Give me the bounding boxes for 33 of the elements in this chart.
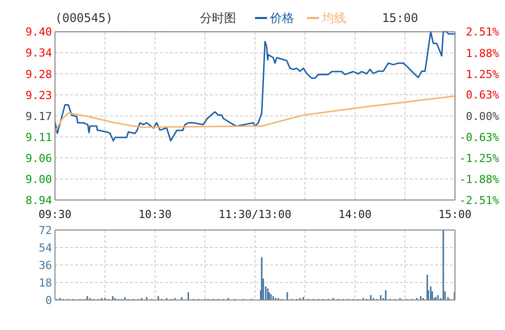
- y2-tick-label: 0.63%: [466, 88, 500, 102]
- y-tick-label: 72: [38, 224, 52, 237]
- x-tick-label: 15:00: [438, 208, 472, 221]
- y-tick-label: 9.06: [26, 152, 52, 165]
- y-tick-label: 9.00: [26, 172, 52, 186]
- y-tick-label: 8.94: [26, 194, 52, 207]
- y2-tick-label: -1.88%: [459, 172, 500, 186]
- legend-label: 价格: [269, 11, 294, 25]
- x-tick-label: 10:30: [138, 208, 172, 221]
- chart-title: (000545): [55, 11, 113, 25]
- y-tick-label: 18: [38, 276, 52, 290]
- y2-tick-label: 2.51%: [466, 26, 500, 39]
- y-tick-label: 9.34: [26, 46, 52, 60]
- x-tick-label: 14:00: [338, 208, 372, 221]
- y-tick-label: 9.28: [26, 68, 52, 81]
- x-tick-label: 09:30: [38, 208, 72, 221]
- text: 15:00: [382, 11, 418, 25]
- y-tick-label: 9.11: [26, 130, 52, 144]
- chart-subtitle: 分时图: [200, 11, 236, 25]
- y-tick-label: 36: [38, 259, 52, 272]
- y-tick-label: 9.40: [26, 26, 52, 39]
- y-tick-label: 54: [38, 242, 52, 254]
- y2-tick-label: -0.63%: [459, 130, 500, 144]
- y2-tick-label: 1.25%: [466, 68, 500, 81]
- legend-label: 均线: [321, 11, 346, 25]
- y2-tick-label: -2.51%: [459, 194, 500, 207]
- y-tick-label: 0: [45, 294, 52, 307]
- y-tick-label: 9.23: [26, 88, 52, 102]
- y2-tick-label: 0.00%: [466, 110, 500, 123]
- y-tick-label: 9.17: [26, 110, 52, 123]
- y2-tick-label: 1.88%: [466, 46, 500, 60]
- y2-tick-label: -1.25%: [459, 152, 500, 165]
- x-tick-label: 11:30/13:00: [218, 208, 292, 221]
